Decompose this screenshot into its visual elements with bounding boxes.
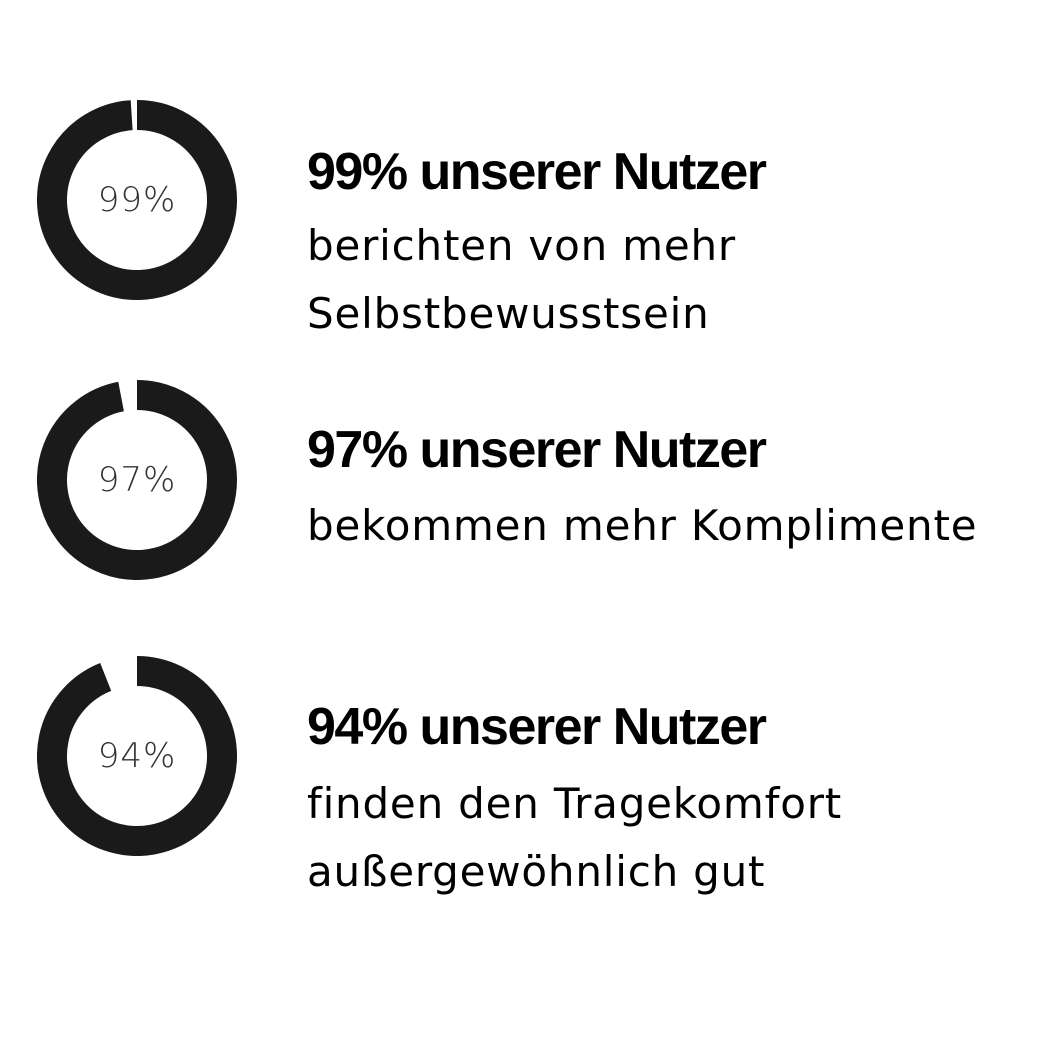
donut-arc	[37, 380, 237, 580]
stat-description-line: berichten von mehr	[307, 221, 736, 270]
donut-chart-1: 99%	[37, 100, 237, 300]
donut-svg	[37, 656, 237, 856]
stat-description-line: Selbstbewusstsein	[307, 289, 710, 338]
donut-center-label: 99%	[97, 180, 177, 220]
donut-chart-3: 94%	[37, 656, 237, 856]
donut-arc	[37, 100, 237, 300]
donut-svg	[37, 100, 237, 300]
donut-chart-2: 97%	[37, 380, 237, 580]
stat-headline: 94% unserer Nutzer	[307, 698, 767, 756]
donut-center-label: 94%	[97, 736, 177, 776]
stat-description-line: außergewöhnlich gut	[307, 847, 766, 896]
stat-description-line: finden den Tragekomfort	[307, 779, 843, 828]
donut-arc	[37, 656, 237, 856]
stat-headline: 97% unserer Nutzer	[307, 421, 767, 479]
stat-headline: 99% unserer Nutzer	[307, 143, 767, 201]
donut-center-label: 97%	[97, 460, 177, 500]
stat-description-line: bekommen mehr Komplimente	[307, 501, 978, 550]
donut-svg	[37, 380, 237, 580]
